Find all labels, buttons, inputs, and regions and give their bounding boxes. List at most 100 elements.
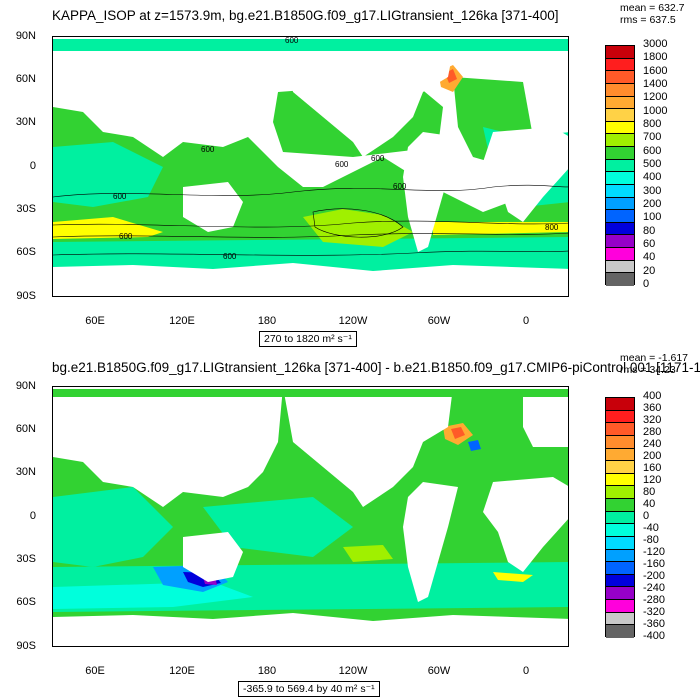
legend-label: -360 bbox=[643, 618, 666, 630]
panel1-map: 600 600 600 600 600 600 800 600 600 bbox=[52, 36, 569, 297]
legend-swatch bbox=[606, 587, 634, 600]
p1-contour-label: 600 bbox=[371, 154, 385, 163]
p2-lon-tick: 120W bbox=[338, 665, 368, 677]
legend-label: 160 bbox=[643, 462, 662, 474]
p1-lon-tick: 120E bbox=[169, 315, 195, 327]
legend-swatch bbox=[606, 159, 634, 173]
p1-lat-tick: 60N bbox=[15, 73, 36, 85]
p1-contour-label: 600 bbox=[223, 252, 237, 261]
legend-label: 1800 bbox=[643, 51, 668, 64]
panel1-stats: mean = 632.7 rms = 637.5 bbox=[620, 2, 685, 26]
legend-swatch bbox=[606, 448, 634, 462]
legend-label: -40 bbox=[643, 522, 659, 534]
p1-land-asia bbox=[53, 51, 283, 157]
legend-swatch bbox=[606, 134, 634, 147]
legend-label: 320 bbox=[643, 414, 662, 426]
p2-cyan-2 bbox=[203, 497, 353, 557]
legend-swatch bbox=[606, 210, 634, 223]
legend-label: 280 bbox=[643, 426, 662, 438]
p2-arctic-strip bbox=[53, 389, 568, 397]
legend-swatch bbox=[606, 248, 634, 261]
p1-ocean-base bbox=[53, 97, 568, 282]
p1-south-yellow bbox=[53, 217, 163, 239]
p2-labrador-blue bbox=[468, 440, 481, 451]
p2-lon-tick: 120E bbox=[169, 665, 195, 677]
legend-swatch bbox=[606, 235, 634, 248]
legend-label: -320 bbox=[643, 606, 666, 618]
panel2-map bbox=[52, 386, 569, 647]
legend-label: 80 bbox=[643, 486, 656, 498]
legend-label: 200 bbox=[643, 198, 662, 210]
p1-lon-tick: 0 bbox=[522, 315, 530, 327]
legend-swatch bbox=[606, 260, 634, 274]
p2-yellow-2 bbox=[493, 572, 533, 582]
legend-swatch bbox=[606, 398, 634, 411]
legend-label: 500 bbox=[643, 158, 662, 170]
p1-contour-label: 800 bbox=[545, 223, 559, 232]
panel2-stats: mean = -1.617 rms = 34.23 bbox=[620, 352, 689, 376]
p1-lat-tick: 30N bbox=[15, 116, 36, 128]
legend-label: 240 bbox=[643, 438, 662, 450]
legend-swatch bbox=[606, 511, 634, 525]
legend-swatch bbox=[606, 562, 634, 575]
legend-label: -160 bbox=[643, 558, 666, 570]
legend-label: 120 bbox=[643, 474, 662, 486]
legend-swatch bbox=[606, 147, 634, 160]
legend-swatch bbox=[606, 499, 634, 512]
p1-contour-label: 600 bbox=[335, 160, 349, 169]
legend-label: 700 bbox=[643, 131, 662, 144]
panel2-map-svg bbox=[53, 387, 568, 646]
legend-label: 0 bbox=[643, 510, 650, 522]
p1-colorbar bbox=[605, 45, 635, 286]
legend-swatch bbox=[606, 197, 634, 211]
p2-land-antarctica bbox=[53, 613, 568, 646]
p2-yellow-1 bbox=[343, 545, 393, 562]
legend-label: 1200 bbox=[643, 91, 668, 104]
legend-swatch bbox=[606, 273, 634, 286]
p1-eq-cyan bbox=[53, 142, 163, 207]
p1-contour-label: 600 bbox=[119, 232, 133, 241]
legend-swatch bbox=[606, 96, 634, 110]
legend-label: 20 bbox=[643, 264, 656, 277]
p2-lat-tick: 0 bbox=[29, 510, 36, 522]
legend-label: -80 bbox=[643, 534, 659, 546]
legend-label: 300 bbox=[643, 184, 662, 197]
p1-lat-tick: 60S bbox=[16, 246, 36, 258]
p2-land-europe bbox=[523, 387, 568, 447]
p2-range-label: -365.9 to 569.4 by 40 m² s⁻¹ bbox=[238, 681, 380, 697]
p1-range-label: 270 to 1820 m² s⁻¹ bbox=[259, 331, 357, 347]
p2-lat-tick: 30N bbox=[15, 466, 36, 478]
legend-label: 80 bbox=[643, 224, 656, 237]
legend-label: 360 bbox=[643, 402, 662, 414]
legend-label: -280 bbox=[643, 594, 666, 606]
p1-lat-tick: 30S bbox=[16, 203, 36, 215]
legend-swatch bbox=[606, 71, 634, 84]
legend-label: 600 bbox=[643, 144, 662, 157]
p1-land-nam bbox=[283, 51, 453, 157]
p2-lat-tick: 60N bbox=[15, 423, 36, 435]
legend-label: -240 bbox=[643, 582, 666, 594]
legend-label: 1000 bbox=[643, 104, 668, 117]
legend-swatch bbox=[606, 46, 634, 59]
p2-lat-tick: 90S bbox=[16, 640, 36, 652]
p1-land-europe bbox=[523, 51, 568, 97]
p1-lat-tick: 90S bbox=[16, 290, 36, 302]
legend-swatch bbox=[606, 473, 634, 487]
legend-label: 100 bbox=[643, 211, 662, 224]
legend-swatch bbox=[606, 109, 634, 122]
legend-swatch bbox=[606, 172, 634, 185]
legend-label: -400 bbox=[643, 630, 666, 642]
legend-label: 400 bbox=[643, 171, 662, 184]
p1-lon-tick: 60W bbox=[427, 315, 451, 327]
panel1-title: KAPPA_ISOP at z=1573.9m, bg.e21.B1850G.f… bbox=[52, 8, 559, 23]
p2-land-asia bbox=[53, 387, 283, 507]
p1-arctic bbox=[53, 39, 568, 51]
p1-land-sam bbox=[403, 132, 458, 252]
legend-swatch bbox=[606, 600, 634, 613]
p2-lon-tick: 0 bbox=[522, 665, 530, 677]
legend-label: 3000 bbox=[643, 38, 668, 50]
legend-label: 1600 bbox=[643, 64, 668, 77]
legend-swatch bbox=[606, 410, 634, 424]
p2-land-africa bbox=[483, 477, 568, 572]
p1-south-yellow2 bbox=[433, 222, 568, 235]
